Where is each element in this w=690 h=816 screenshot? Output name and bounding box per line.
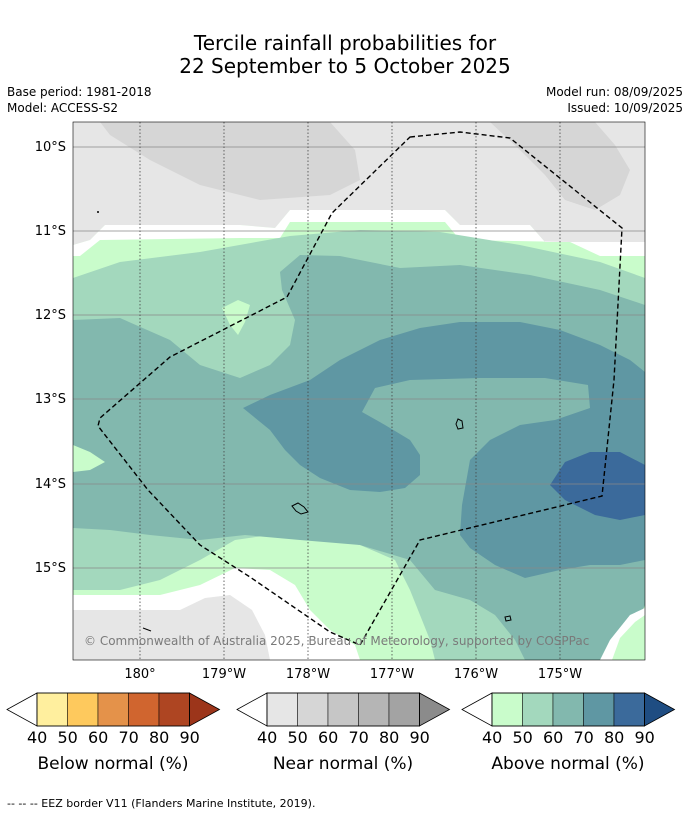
island-shape xyxy=(291,502,309,515)
lon-label: 178°W xyxy=(286,667,330,682)
colorbar-segment xyxy=(297,692,329,727)
map-frame xyxy=(72,121,646,661)
colorbar-tick-label: 40 xyxy=(257,728,278,747)
colorbar-segment xyxy=(522,692,554,727)
colorbar-tick-label: 90 xyxy=(634,728,655,747)
map-area: © Commonwealth of Australia 2025, Bureau… xyxy=(73,122,645,660)
above-normal-40-central-patch xyxy=(222,300,250,335)
above-normal-colorbar xyxy=(461,692,676,727)
chart-title-line2: 22 September to 5 October 2025 xyxy=(179,54,511,78)
island-shape xyxy=(97,211,99,213)
above-normal-70-region xyxy=(243,322,645,578)
colorbar-tick-label: 70 xyxy=(118,728,139,747)
model-text: Model: ACCESS-S2 xyxy=(7,101,119,115)
colorbar-outline xyxy=(491,692,645,727)
lat-label: 15°S xyxy=(35,561,66,576)
colorbar-tick-label: 40 xyxy=(482,728,503,747)
above-normal-40-west-patch xyxy=(73,445,105,472)
colorbar-tick-label: 60 xyxy=(88,728,109,747)
colorbar-segment xyxy=(327,692,359,727)
eez-border-line xyxy=(97,131,623,646)
copyright-text: © Commonwealth of Australia 2025, Bureau… xyxy=(84,634,589,648)
lon-label: 176°W xyxy=(454,667,498,682)
near-normal-label: Near normal (%) xyxy=(272,754,414,774)
colorbar-tick-label: 40 xyxy=(27,728,48,747)
above-normal-80-region xyxy=(550,452,645,520)
colorbar-tick-label: 80 xyxy=(379,728,400,747)
chart-title-line1: Tercile rainfall probabilities for xyxy=(193,31,497,55)
lat-label: 12°S xyxy=(35,308,66,323)
longitude-labels: 180° 179°W 178°W 177°W 176°W 175°W xyxy=(124,667,582,682)
colorbar-tick-label: 90 xyxy=(179,728,200,747)
colorbar-tick-label: 90 xyxy=(409,728,430,747)
colorbar-tick-label: 50 xyxy=(512,728,533,747)
colorbar-segment xyxy=(388,692,420,727)
colorbar-segment xyxy=(613,692,645,727)
longitude-gridlines xyxy=(139,122,561,660)
colorbar-under-triangle xyxy=(461,692,493,727)
island-shape xyxy=(142,627,152,632)
colorbar-segment xyxy=(491,692,523,727)
lat-label: 10°S xyxy=(35,140,66,155)
colorbar-segment xyxy=(97,692,129,727)
latitude-labels: 10°S 11°S 12°S 13°S 14°S 15°S xyxy=(35,140,66,576)
colorbar-segment xyxy=(583,692,615,727)
near-normal-colorbar xyxy=(236,692,451,727)
colorbar-segment xyxy=(67,692,99,727)
colorbar-outline xyxy=(36,692,190,727)
colorbar-under-triangle xyxy=(6,692,38,727)
near-normal-50-northeast-region xyxy=(490,122,630,210)
colorbar-over-triangle xyxy=(189,692,221,727)
lon-label: 175°W xyxy=(538,667,582,682)
lon-label: 177°W xyxy=(370,667,414,682)
near-normal-50-north-region xyxy=(100,122,360,200)
no-dominant-north-strip xyxy=(73,210,645,256)
lat-label: 11°S xyxy=(35,224,66,239)
lon-label: 179°W xyxy=(202,667,246,682)
colorbar-segment xyxy=(36,692,68,727)
latitude-gridlines xyxy=(73,146,645,569)
colorbar-tick-label: 60 xyxy=(318,728,339,747)
base-period-text: Base period: 1981-2018 xyxy=(7,85,152,99)
colorbar-segment xyxy=(358,692,390,727)
colorbar-segment xyxy=(128,692,160,727)
island-shape xyxy=(504,615,512,622)
colorbar-under-triangle xyxy=(236,692,268,727)
colorbar-tick-label: 70 xyxy=(573,728,594,747)
near-normal-south-region xyxy=(73,595,270,660)
lat-label: 14°S xyxy=(35,477,66,492)
model-run-text: Model run: 08/09/2025 xyxy=(545,85,683,99)
colorbar-segment xyxy=(552,692,584,727)
colorbar-tick-label: 50 xyxy=(57,728,78,747)
issued-text: Issued: 10/09/2025 xyxy=(567,101,683,115)
above-normal-40-southeast-patch xyxy=(612,615,645,660)
above-normal-label: Above normal (%) xyxy=(491,754,645,774)
below-normal-label: Below normal (%) xyxy=(37,754,189,774)
colorbar-over-triangle xyxy=(419,692,451,727)
colorbar-tick-label: 80 xyxy=(149,728,170,747)
colorbar-tick-label: 80 xyxy=(604,728,625,747)
lon-label: 180° xyxy=(124,667,155,682)
colorbar-tick-label: 50 xyxy=(287,728,308,747)
eez-footnote: -- -- -- EEZ border V11 (Flanders Marine… xyxy=(7,797,316,810)
colorbar-tick-label: 70 xyxy=(348,728,369,747)
below-normal-colorbar xyxy=(6,692,221,727)
colorbar-segment xyxy=(266,692,298,727)
colorbar-outline xyxy=(266,692,420,727)
colorbar-over-triangle xyxy=(644,692,676,727)
colorbar-segment xyxy=(158,692,190,727)
island-shape xyxy=(455,418,464,430)
lat-label: 13°S xyxy=(35,392,66,407)
colorbar-tick-label: 60 xyxy=(543,728,564,747)
